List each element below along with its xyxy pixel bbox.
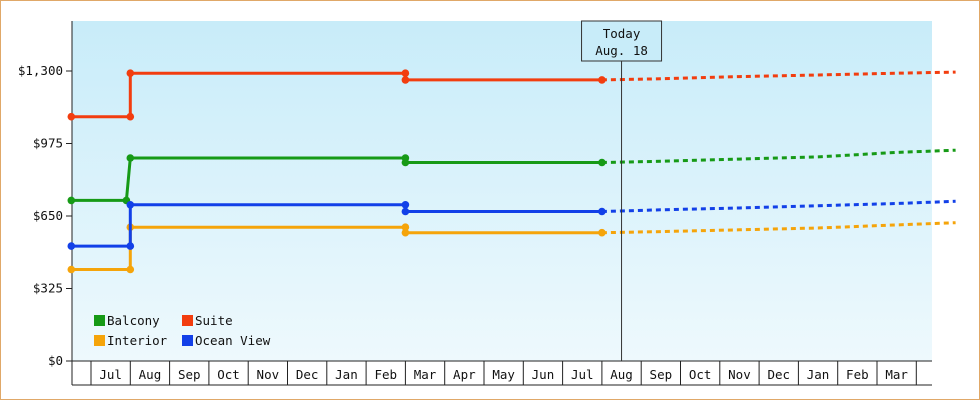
today-date-label: Aug. 18 — [595, 43, 648, 58]
data-point-balcony — [126, 154, 135, 162]
series-forecast-balcony — [601, 148, 956, 164]
series-line-suite — [71, 71, 602, 119]
x-tick-label: Mar — [414, 367, 437, 382]
series-line-interior — [71, 225, 602, 271]
y-tick-label: $0 — [48, 353, 63, 368]
x-tick-label: Dec — [296, 367, 319, 382]
x-tick-label: Jun — [532, 367, 555, 382]
series-line-ocean-view — [71, 203, 602, 248]
x-tick-label: Sep — [178, 367, 201, 382]
legend-label-balcony: Balcony — [107, 313, 160, 328]
plot-area — [72, 21, 932, 361]
series-forecast-suite — [601, 70, 956, 82]
data-point-ocean-view — [126, 242, 135, 250]
y-tick-label: $650 — [33, 208, 63, 223]
data-point-ocean-view — [126, 201, 135, 209]
data-point-interior — [401, 228, 410, 237]
data-point-ocean-view — [401, 207, 410, 216]
legend-label-suite: Suite — [195, 313, 233, 328]
x-tick-label: Dec — [767, 367, 790, 382]
data-point-suite — [598, 76, 606, 84]
data-point-balcony — [67, 196, 76, 205]
data-point-balcony — [401, 158, 410, 167]
data-point-balcony — [598, 158, 606, 167]
series-forecast-interior — [601, 221, 956, 235]
legend-swatch-balcony — [94, 315, 105, 326]
data-point-interior — [401, 223, 410, 231]
data-point-interior — [67, 265, 76, 274]
x-tick-label: Nov — [728, 367, 751, 382]
x-tick-label: Oct — [217, 367, 240, 382]
legend-swatch-ocean-view — [182, 335, 193, 346]
series-line-balcony — [71, 156, 602, 202]
data-point-interior — [126, 265, 135, 274]
data-point-suite — [126, 112, 135, 121]
x-tick-label: Jul — [571, 367, 594, 382]
legend-label-ocean-view: Ocean View — [195, 333, 271, 348]
data-point-ocean-view — [401, 201, 410, 209]
today-label: Today — [603, 26, 641, 41]
today-box — [581, 20, 663, 62]
legend-label-interior: Interior — [107, 333, 168, 348]
x-tick-label: Feb — [846, 367, 869, 382]
data-point-suite — [401, 76, 410, 84]
x-tick-label: Jan — [807, 367, 830, 382]
data-point-ocean-view — [67, 242, 76, 250]
x-tick-label: May — [492, 367, 515, 382]
legend-swatch-suite — [182, 315, 193, 326]
x-tick-label: Sep — [650, 367, 673, 382]
y-tick-label: $325 — [33, 281, 63, 296]
y-tick-label: $1,300 — [18, 63, 63, 78]
series-forecast-ocean-view — [601, 199, 956, 213]
data-point-suite — [126, 69, 135, 77]
x-tick-label: Feb — [374, 367, 397, 382]
x-tick-label: Aug — [610, 367, 633, 382]
x-tick-label: Jul — [99, 367, 122, 382]
x-tick-label: Mar — [885, 367, 908, 382]
data-point-suite — [401, 69, 410, 77]
legend-swatch-interior — [94, 335, 105, 346]
x-tick-label: Oct — [689, 367, 712, 382]
data-point-ocean-view — [598, 207, 606, 216]
x-tick-label: Apr — [453, 367, 476, 382]
data-point-suite — [67, 112, 76, 121]
x-tick-label: Jan — [335, 367, 358, 382]
data-point-interior — [598, 228, 606, 237]
y-tick-label: $975 — [33, 136, 63, 151]
x-tick-label: Nov — [257, 367, 280, 382]
x-tick-label: Aug — [139, 367, 162, 382]
